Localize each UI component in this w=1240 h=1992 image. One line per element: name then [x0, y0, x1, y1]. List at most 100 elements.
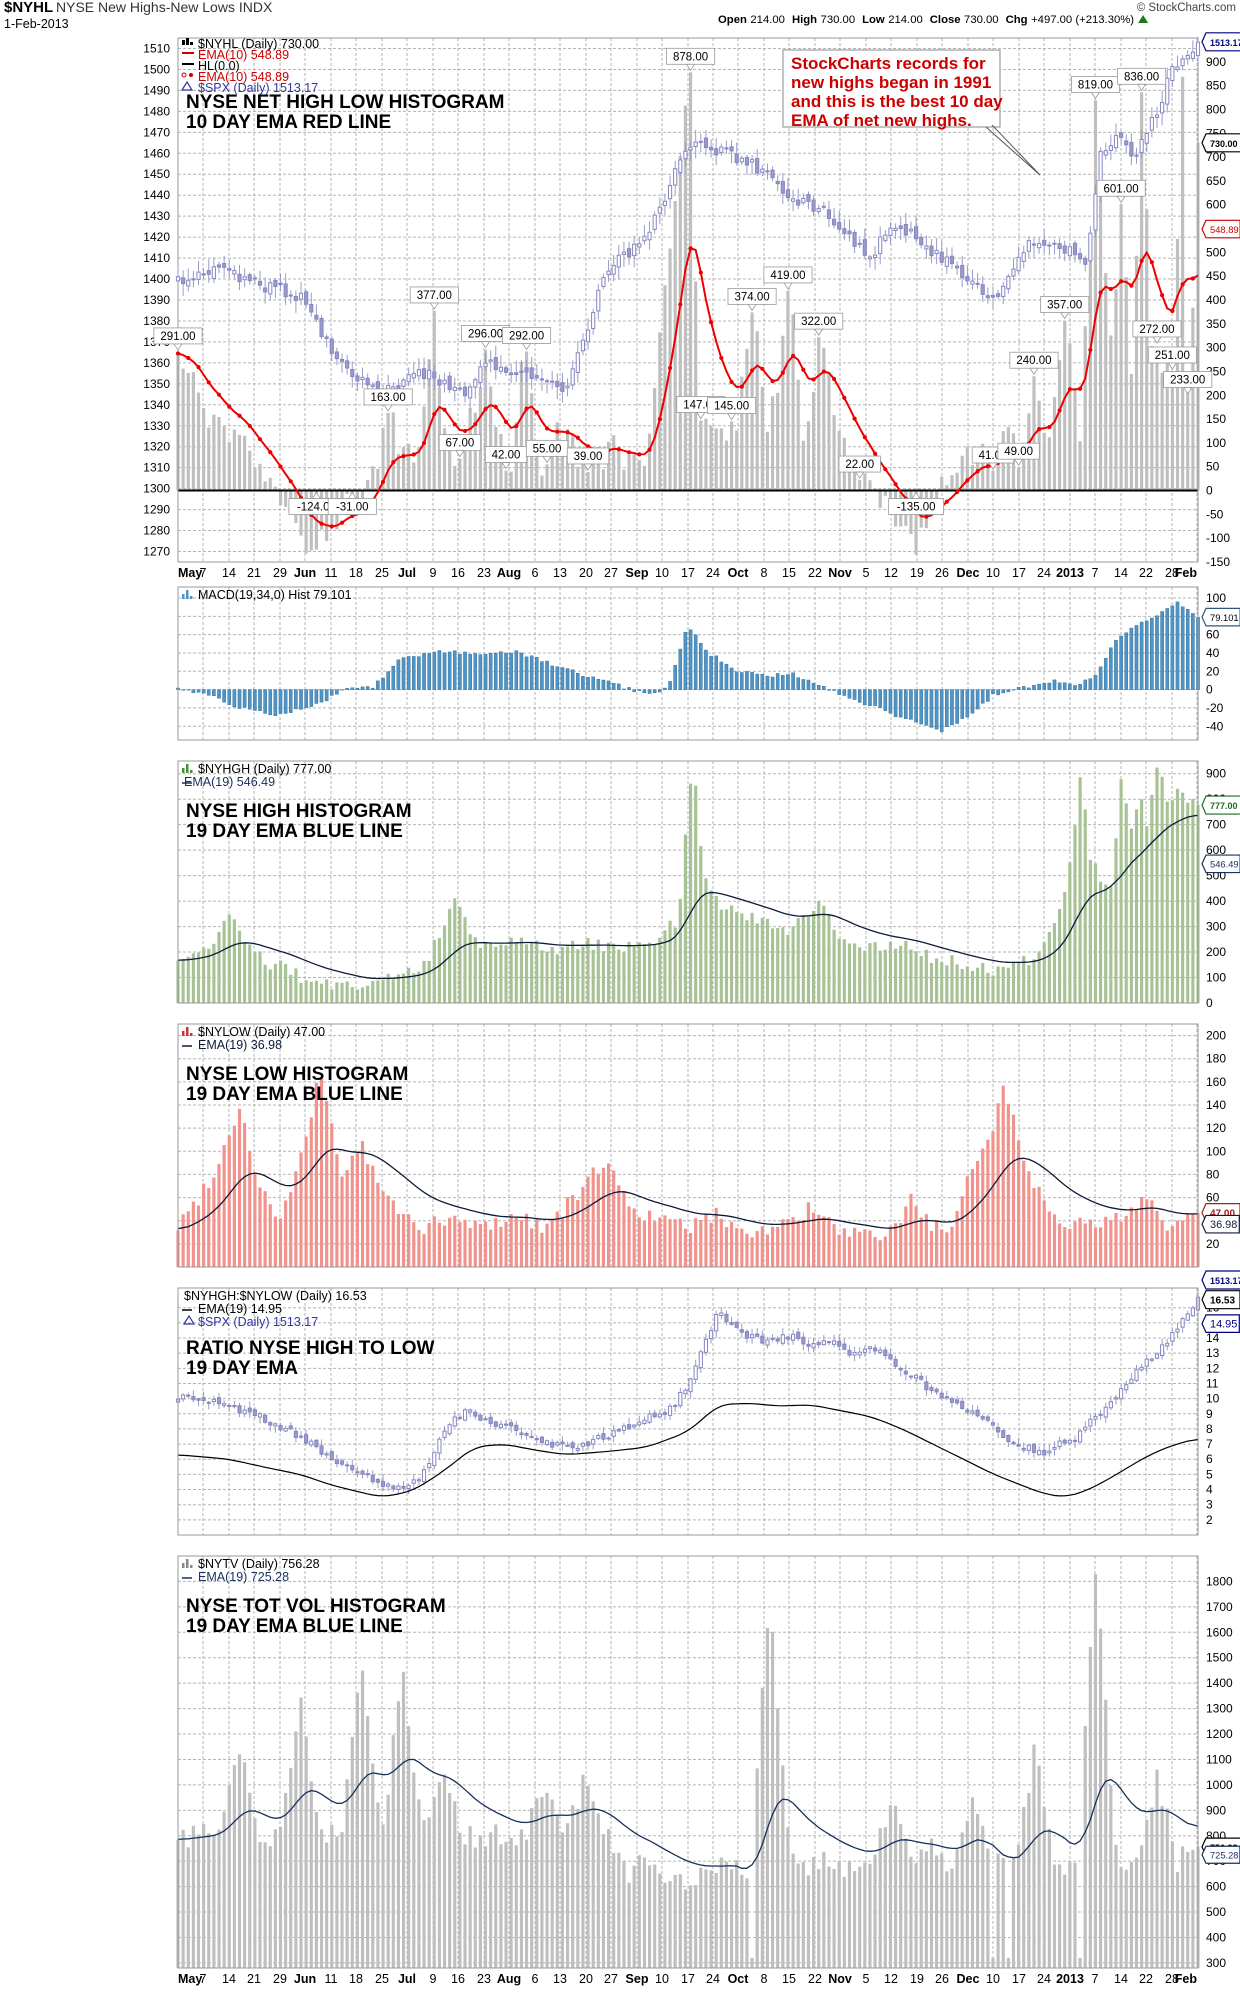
svg-text:1420: 1420 — [143, 230, 170, 244]
svg-text:$NYHGH (Daily) 777.00: $NYHGH (Daily) 777.00 — [198, 762, 331, 776]
svg-text:29: 29 — [273, 566, 287, 580]
svg-text:-100: -100 — [1206, 531, 1230, 545]
svg-text:374.00: 374.00 — [734, 291, 769, 303]
svg-text:2: 2 — [1206, 1513, 1213, 1527]
svg-text:322.00: 322.00 — [801, 316, 836, 328]
svg-text:1600: 1600 — [1206, 1625, 1233, 1639]
svg-text:296.00: 296.00 — [468, 329, 503, 341]
svg-text:Feb: Feb — [1175, 566, 1198, 580]
svg-text:Aug: Aug — [497, 566, 521, 580]
svg-text:2013: 2013 — [1056, 1972, 1084, 1986]
svg-text:14: 14 — [1114, 566, 1128, 580]
svg-text:55.00: 55.00 — [533, 443, 562, 455]
svg-text:145.00: 145.00 — [714, 400, 749, 412]
svg-text:650: 650 — [1206, 174, 1226, 188]
svg-text:6: 6 — [532, 1972, 539, 1986]
svg-text:1500: 1500 — [1206, 1651, 1233, 1665]
svg-text:$NYHGH:$NYLOW (Daily) 16.53: $NYHGH:$NYLOW (Daily) 16.53 — [184, 1289, 367, 1303]
svg-text:900: 900 — [1206, 767, 1226, 781]
svg-text:EMA(19) 14.95: EMA(19) 14.95 — [198, 1302, 282, 1316]
svg-text:357.00: 357.00 — [1047, 299, 1082, 311]
svg-text:11: 11 — [325, 1972, 338, 1986]
svg-text:1320: 1320 — [143, 440, 170, 454]
svg-text:9: 9 — [430, 1972, 437, 1986]
svg-text:+497.00 (+213.30%): +497.00 (+213.30%) — [1031, 14, 1134, 26]
svg-text:100: 100 — [1206, 436, 1226, 450]
svg-text:291.00: 291.00 — [160, 331, 195, 343]
svg-text:25: 25 — [375, 1972, 389, 1986]
svg-text:1360: 1360 — [143, 356, 170, 370]
svg-text:40: 40 — [1206, 646, 1220, 660]
svg-text:19 DAY EMA BLUE LINE: 19 DAY EMA BLUE LINE — [186, 1084, 403, 1105]
svg-text:0: 0 — [1206, 683, 1213, 697]
svg-text:36.98: 36.98 — [1210, 1219, 1237, 1231]
svg-text:-135.00: -135.00 — [897, 502, 936, 514]
svg-text:1-Feb-2013: 1-Feb-2013 — [4, 17, 69, 31]
svg-text:10: 10 — [986, 566, 1000, 580]
svg-text:730.00: 730.00 — [821, 14, 856, 26]
svg-text:17: 17 — [1012, 1972, 1026, 1986]
svg-text:25: 25 — [375, 566, 389, 580]
svg-text:17: 17 — [1012, 566, 1026, 580]
svg-text:$NYTV (Daily) 756.28: $NYTV (Daily) 756.28 — [198, 1557, 320, 1571]
svg-text:900: 900 — [1206, 55, 1226, 69]
svg-text:17: 17 — [681, 566, 695, 580]
svg-text:20: 20 — [579, 566, 593, 580]
svg-text:400: 400 — [1206, 1930, 1226, 1944]
svg-text:39.00: 39.00 — [574, 451, 603, 463]
svg-text:20: 20 — [579, 1972, 593, 1986]
svg-text:1300: 1300 — [143, 482, 170, 496]
svg-text:22.00: 22.00 — [845, 459, 874, 471]
svg-text:EMA(19) 546.49: EMA(19) 546.49 — [184, 775, 275, 789]
svg-text:Dec: Dec — [957, 1972, 980, 1986]
svg-text:7: 7 — [1206, 1437, 1213, 1451]
svg-text:Low: Low — [862, 14, 885, 26]
svg-text:7: 7 — [1092, 566, 1099, 580]
svg-text:600: 600 — [1206, 1880, 1226, 1894]
svg-text:850: 850 — [1206, 79, 1226, 93]
svg-text:Oct: Oct — [728, 1972, 750, 1986]
svg-text:1700: 1700 — [1206, 1600, 1233, 1614]
svg-text:26: 26 — [935, 566, 949, 580]
svg-text:MACD(19,34,0) Hist 79.101: MACD(19,34,0) Hist 79.101 — [198, 588, 352, 602]
svg-text:NYSE NET HIGH LOW HISTOGRAM: NYSE NET HIGH LOW HISTOGRAM — [186, 92, 504, 113]
svg-text:6: 6 — [532, 566, 539, 580]
svg-text:6: 6 — [1206, 1452, 1213, 1466]
svg-text:$NYHL: $NYHL — [4, 0, 53, 16]
svg-text:13: 13 — [553, 566, 567, 580]
svg-text:350: 350 — [1206, 317, 1226, 331]
svg-text:10: 10 — [986, 1972, 1000, 1986]
svg-text:1490: 1490 — [143, 83, 170, 97]
svg-text:EMA(19) 725.28: EMA(19) 725.28 — [198, 1570, 289, 1584]
svg-text:21: 21 — [247, 566, 261, 580]
svg-text:19: 19 — [910, 1972, 924, 1986]
svg-text:-150: -150 — [1206, 555, 1230, 569]
svg-text:1470: 1470 — [143, 125, 170, 139]
svg-text:10: 10 — [655, 566, 669, 580]
svg-text:1290: 1290 — [143, 503, 170, 517]
svg-text:163.00: 163.00 — [371, 392, 406, 404]
svg-text:Close: Close — [930, 14, 961, 26]
svg-text:16: 16 — [451, 566, 465, 580]
svg-text:13: 13 — [553, 1972, 567, 1986]
svg-text:300: 300 — [1206, 920, 1226, 934]
svg-text:67.00: 67.00 — [446, 438, 475, 450]
svg-text:1450: 1450 — [143, 167, 170, 181]
svg-text:Nov: Nov — [828, 1972, 852, 1986]
svg-text:1270: 1270 — [143, 545, 170, 559]
svg-text:200: 200 — [1206, 1029, 1226, 1043]
svg-text:8: 8 — [1206, 1422, 1213, 1436]
svg-text:Chg: Chg — [1006, 14, 1028, 26]
svg-text:11: 11 — [325, 566, 338, 580]
svg-text:Jul: Jul — [398, 566, 416, 580]
svg-text:601.00: 601.00 — [1104, 183, 1139, 195]
svg-text:17: 17 — [681, 1972, 695, 1986]
svg-text:1350: 1350 — [143, 377, 170, 391]
svg-text:Sep: Sep — [626, 566, 649, 580]
svg-text:8: 8 — [761, 566, 768, 580]
svg-text:200: 200 — [1206, 945, 1226, 959]
svg-text:Feb: Feb — [1175, 1972, 1198, 1986]
svg-text:900: 900 — [1206, 1803, 1226, 1817]
svg-text:22: 22 — [1139, 1972, 1153, 1986]
svg-text:21: 21 — [247, 1972, 261, 1986]
